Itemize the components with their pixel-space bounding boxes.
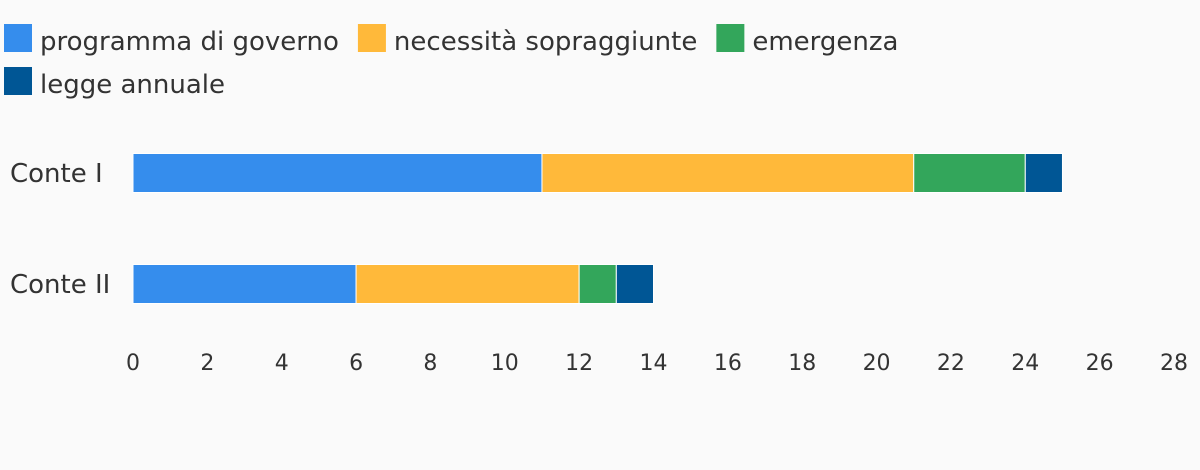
x-tick-label: 14 [640,351,668,376]
x-tick-label: 0 [126,351,140,376]
x-tick-label: 16 [714,351,742,376]
bar-emergenza-2 [578,264,617,304]
x-tick-label: 18 [788,351,816,376]
x-tick-label: 10 [491,351,519,376]
x-tick-label: 8 [423,351,437,376]
x-tick-label: 26 [1086,351,1114,376]
x-tick-label: 24 [1011,351,1039,376]
category-label-2: Conte II [10,270,110,300]
bar-necessit-sopraggiunte-2 [355,264,580,304]
legend-swatch-emergenza [716,24,745,52]
x-tick-label: 4 [275,351,289,376]
bar-emergenza-1 [913,153,1026,193]
legend-swatch-necessit-sopraggiunte [357,24,386,52]
bars [132,153,1063,304]
x-axis-ticks: 0 2 4 6 8 10 12 14 16 18 20 22 24 26 28 [126,351,1188,376]
bar-necessit-sopraggiunte-1 [541,153,915,193]
legend-label-necessit-sopraggiunte: necessità sopraggiunte [394,27,697,57]
legend-label-legge-annuale: legge annuale [40,70,225,100]
bar-programma-di-governo-2 [132,264,357,304]
x-tick-label: 2 [200,351,214,376]
legend-swatch-programma-di-governo [4,24,32,52]
x-tick-label: 12 [565,351,593,376]
legend-label-emergenza: emergenza [752,27,898,57]
bar-legge-annuale-1 [1024,153,1063,193]
category-labels: Conte I Conte II [10,159,110,300]
x-tick-label: 6 [349,351,363,376]
x-tick-label: 22 [937,351,965,376]
x-tick-label: 28 [1160,351,1188,376]
bar-programma-di-governo-1 [132,153,543,193]
x-tick-label: 20 [863,351,891,376]
legend-label-programma-di-governo: programma di governo [40,27,339,57]
legend-swatch-legge-annuale [4,67,32,95]
category-label-1: Conte I [10,159,103,189]
bar-legge-annuale-2 [615,264,654,304]
legend: programma di governo necessità sopraggiun… [4,24,898,100]
